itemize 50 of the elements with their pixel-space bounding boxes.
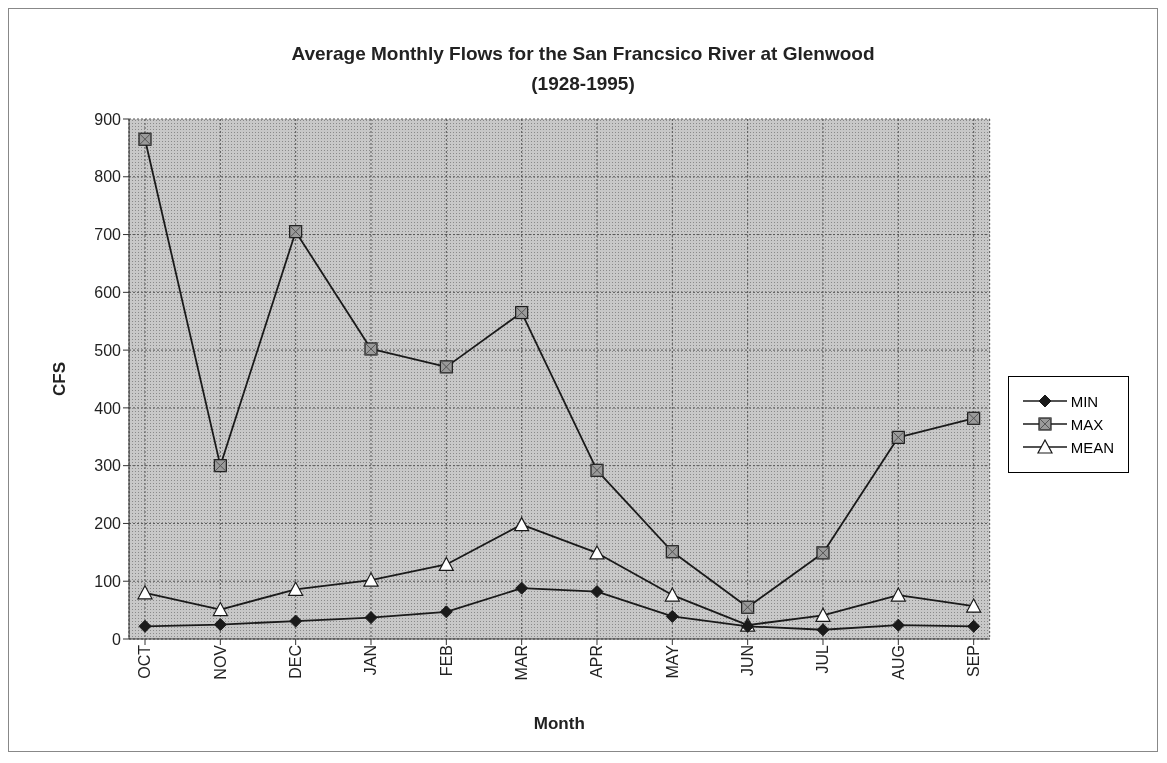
chart-title: Average Monthly Flows for the San Francsico River at Glenwood (1928-1995) xyxy=(290,42,876,96)
legend-label: MIN xyxy=(1070,392,1099,410)
point xyxy=(891,618,905,632)
y-tick-label: 100 xyxy=(94,572,122,590)
legend-label: MEAN xyxy=(1070,438,1114,456)
point xyxy=(966,598,982,613)
point xyxy=(439,605,453,619)
point xyxy=(213,618,227,632)
x-axis-title: Month xyxy=(533,714,585,733)
x-tick-label: SEP xyxy=(965,645,983,678)
x-tick-label: NOV xyxy=(211,644,229,680)
point xyxy=(138,619,152,633)
point xyxy=(364,611,378,625)
x-tick-label: JUN xyxy=(739,645,757,677)
x-tick-label: FEB xyxy=(437,645,455,677)
x-tick-label: JAN xyxy=(362,645,380,676)
y-tick-label: 600 xyxy=(94,284,122,302)
y-tick-label: 900 xyxy=(94,110,122,128)
x-tick-label: MAR xyxy=(513,645,531,681)
point xyxy=(665,609,679,623)
y-tick-label: 500 xyxy=(94,341,122,359)
point xyxy=(288,581,304,596)
point xyxy=(816,623,830,637)
point xyxy=(589,545,605,560)
legend-label: MAX xyxy=(1070,415,1104,433)
point xyxy=(967,619,981,633)
y-tick-label: 0 xyxy=(112,630,122,648)
x-tick-label: AUG xyxy=(889,645,907,680)
x-tick-label: OCT xyxy=(136,644,154,679)
x-tick-label: JUL xyxy=(814,644,832,674)
point xyxy=(212,601,228,617)
y-tick-label: 700 xyxy=(94,226,122,244)
x-tick-label: DEC xyxy=(287,645,305,679)
y-tick-label: 200 xyxy=(94,515,122,533)
point xyxy=(890,587,906,602)
point xyxy=(664,587,680,602)
y-axis-title: CFS xyxy=(50,362,70,396)
point xyxy=(363,572,379,587)
y-tick-label: 800 xyxy=(94,168,122,186)
point xyxy=(515,581,529,595)
point xyxy=(514,517,530,532)
x-tick-label: MAY xyxy=(663,644,681,679)
point xyxy=(438,556,454,572)
y-tick-label: 400 xyxy=(94,399,122,417)
point xyxy=(137,585,153,600)
point xyxy=(815,607,831,622)
x-tick-label: APR xyxy=(588,645,606,678)
point xyxy=(590,585,604,599)
y-tick-label: 300 xyxy=(94,457,122,475)
point xyxy=(289,614,303,628)
